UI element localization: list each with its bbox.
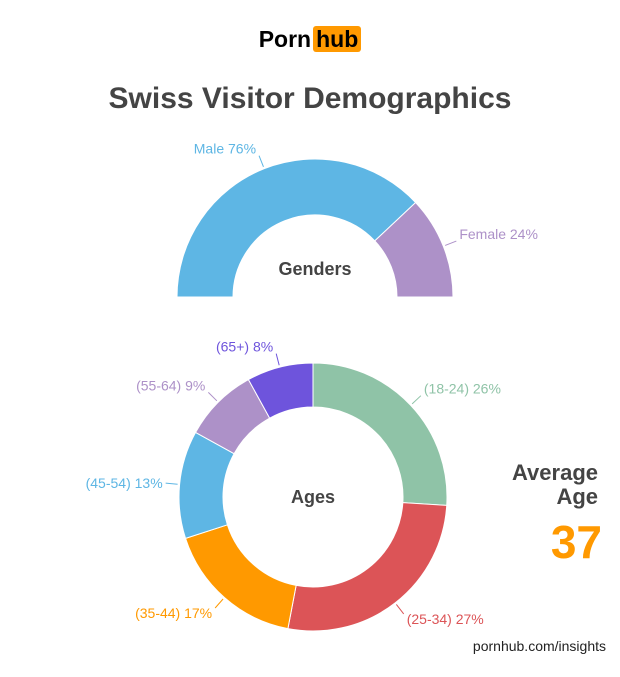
average-age-label: Average Age [511, 460, 598, 509]
logo: Porn hub [0, 26, 620, 53]
slice-male [176, 158, 417, 298]
label-leader-line [444, 240, 457, 246]
slice-label: (35-44) 17% [135, 605, 212, 621]
slice-label: Male 76% [194, 141, 256, 157]
label-leader-line [214, 598, 224, 609]
source-text: pornhub.com/insights [472, 638, 606, 654]
slice-label: (45-54) 13% [86, 475, 163, 491]
label-leader-line [165, 482, 178, 485]
page-title: Swiss Visitor Demographics [108, 82, 512, 115]
slice-label: (25-34) 27% [407, 611, 484, 627]
slice-female [374, 201, 454, 298]
center-label: Ages [291, 487, 335, 507]
slice-label: Female 24% [459, 226, 538, 242]
label-leader-line [207, 391, 218, 402]
average-age-value: 37 [550, 516, 602, 568]
slice-label: (55-64) 9% [136, 377, 205, 393]
label-leader-line [411, 395, 422, 405]
slice-label: (65+) 8% [216, 339, 273, 355]
label-leader-line [395, 604, 405, 615]
label-leader-line [258, 155, 264, 168]
slice-65-plus [247, 362, 314, 419]
center-label: Genders [278, 259, 351, 279]
label-leader-line [275, 353, 280, 366]
slice-label: (18-24) 26% [424, 381, 501, 397]
